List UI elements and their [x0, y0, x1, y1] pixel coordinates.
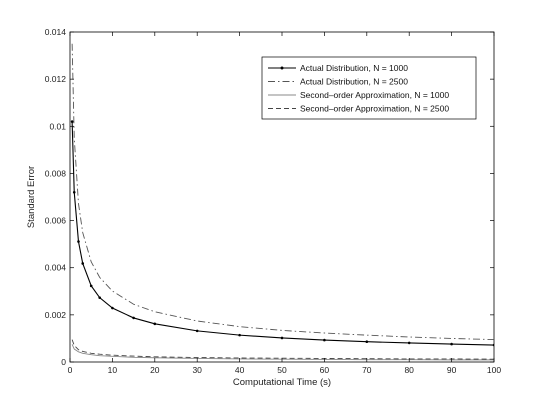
data-point	[89, 284, 93, 288]
data-point	[112, 356, 113, 357]
data-point	[197, 320, 198, 321]
x-tick-label: 80	[404, 365, 414, 375]
data-point	[81, 262, 85, 265]
x-axis-label: Computational Time (s)	[233, 377, 331, 388]
data-point	[409, 337, 410, 338]
legend-label: Actual Distribution, N = 1000	[300, 63, 408, 73]
data-point	[72, 190, 76, 194]
x-tick-label: 60	[320, 365, 330, 375]
data-point	[91, 261, 92, 262]
y-tick-label: 0.002	[45, 310, 67, 320]
x-tick-label: 90	[447, 365, 457, 375]
data-point	[99, 354, 100, 355]
y-tick-label: 0.004	[45, 263, 67, 273]
data-point	[407, 341, 411, 345]
data-point	[154, 311, 155, 312]
data-point	[133, 356, 134, 357]
data-point	[91, 353, 92, 354]
x-tick-label: 10	[108, 365, 118, 375]
series-approx-1000	[71, 344, 494, 361]
legend-marker	[280, 66, 284, 70]
data-point	[239, 326, 240, 327]
x-tick-label: 20	[150, 365, 160, 375]
data-point	[70, 120, 74, 123]
data-point	[280, 336, 284, 340]
series-actual-1000	[70, 120, 494, 347]
data-point	[99, 355, 100, 356]
legend-label: Second–order Approximation, N = 2500	[300, 104, 449, 114]
data-point	[77, 240, 80, 243]
legend-box	[261, 56, 477, 120]
data-point	[98, 296, 101, 299]
y-axis: 0 0.002 0.004 0.006 0.008 0.01 0.012 0.014	[45, 27, 494, 367]
series-actual-2500	[71, 43, 494, 341]
data-point	[112, 291, 113, 292]
data-point	[82, 353, 83, 354]
data-point	[112, 355, 113, 356]
series-line	[71, 43, 494, 341]
data-point	[365, 340, 369, 344]
data-point	[492, 343, 494, 347]
data-point	[366, 335, 367, 336]
data-point	[78, 349, 79, 350]
x-tick-label: 0	[68, 365, 73, 375]
data-point	[82, 351, 83, 352]
data-point	[74, 345, 75, 346]
y-tick-label: 0.012	[45, 74, 67, 84]
data-point	[238, 333, 241, 337]
data-point	[324, 333, 325, 334]
data-point	[74, 138, 75, 139]
data-point	[111, 306, 114, 310]
data-point	[132, 316, 135, 320]
y-tick-label: 0.008	[45, 168, 67, 178]
data-point	[82, 232, 83, 233]
series-approx-2500	[71, 339, 494, 360]
data-point	[78, 351, 79, 352]
x-axis: 0 10 20 30 40 50 60 70 80 90 100	[68, 32, 501, 375]
data-point	[72, 43, 73, 44]
data-point	[154, 356, 155, 357]
y-tick-label: 0.01	[49, 121, 66, 131]
x-tick-label: 70	[362, 365, 372, 375]
y-tick-label: 0.006	[45, 216, 67, 226]
data-point	[133, 304, 134, 305]
data-point	[74, 349, 75, 350]
x-tick-label: 50	[277, 365, 287, 375]
data-point	[451, 338, 452, 339]
data-point	[91, 354, 92, 355]
series-line	[71, 339, 494, 360]
data-point	[78, 203, 79, 204]
data-point	[99, 277, 100, 278]
data-point	[153, 322, 157, 326]
data-point	[72, 344, 73, 345]
y-axis-label: Standard Error	[26, 166, 37, 228]
series-layer	[70, 43, 494, 361]
y-tick-label: 0.014	[45, 27, 67, 37]
data-point	[72, 339, 73, 340]
data-point	[133, 357, 134, 358]
data-point	[195, 329, 199, 333]
data-point	[197, 357, 198, 358]
data-point	[282, 330, 283, 331]
legend-label: Actual Distribution, N = 2500	[300, 77, 408, 87]
legend-label: Second–order Approximation, N = 1000	[300, 90, 449, 100]
x-tick-label: 100	[487, 365, 501, 375]
data-point	[450, 342, 453, 346]
data-point	[323, 338, 326, 342]
y-tick-label: 0	[61, 357, 66, 367]
legend: Actual Distribution, N = 1000 Actual Dist…	[261, 56, 477, 120]
x-tick-label: 30	[192, 365, 202, 375]
series-line	[71, 344, 494, 361]
x-tick-label: 40	[235, 365, 245, 375]
